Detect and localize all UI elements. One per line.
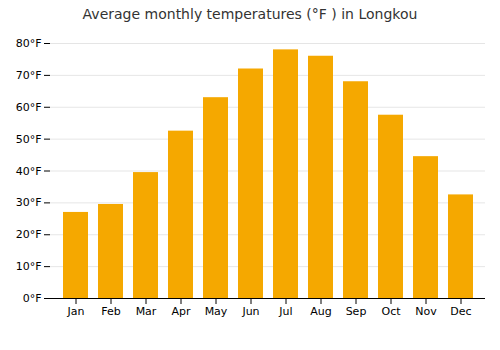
svg-text:Aug: Aug	[310, 305, 331, 318]
svg-text:Feb: Feb	[101, 305, 120, 318]
html-text:Average monthly temperatures (: Average monthly temperatures (°F ) in Lo…	[82, 6, 418, 22]
svg-text:10°F: 10°F	[16, 260, 42, 273]
svg-text:50°F: 50°F	[16, 133, 42, 146]
svg-text:Oct: Oct	[381, 305, 401, 318]
svg-text:80°F: 80°F	[16, 37, 42, 50]
svg-text:0°F: 0°F	[23, 292, 42, 305]
svg-text:20°F: 20°F	[16, 228, 42, 241]
svg-text:70°F: 70°F	[16, 69, 42, 82]
svg-text:Sep: Sep	[346, 305, 367, 318]
svg-text:30°F: 30°F	[16, 196, 42, 209]
svg-text:Apr: Apr	[171, 305, 191, 318]
svg-text:Nov: Nov	[415, 305, 437, 318]
svg-text:Dec: Dec	[450, 305, 471, 318]
svg-text:60°F: 60°F	[16, 101, 42, 114]
svg-text:May: May	[205, 305, 228, 318]
svg-text:Mar: Mar	[136, 305, 157, 318]
svg-text:Jan: Jan	[67, 305, 85, 318]
svg-text:40°F: 40°F	[16, 165, 42, 178]
svg-text:Jun: Jun	[241, 305, 259, 318]
svg-text:Jul: Jul	[278, 305, 292, 318]
